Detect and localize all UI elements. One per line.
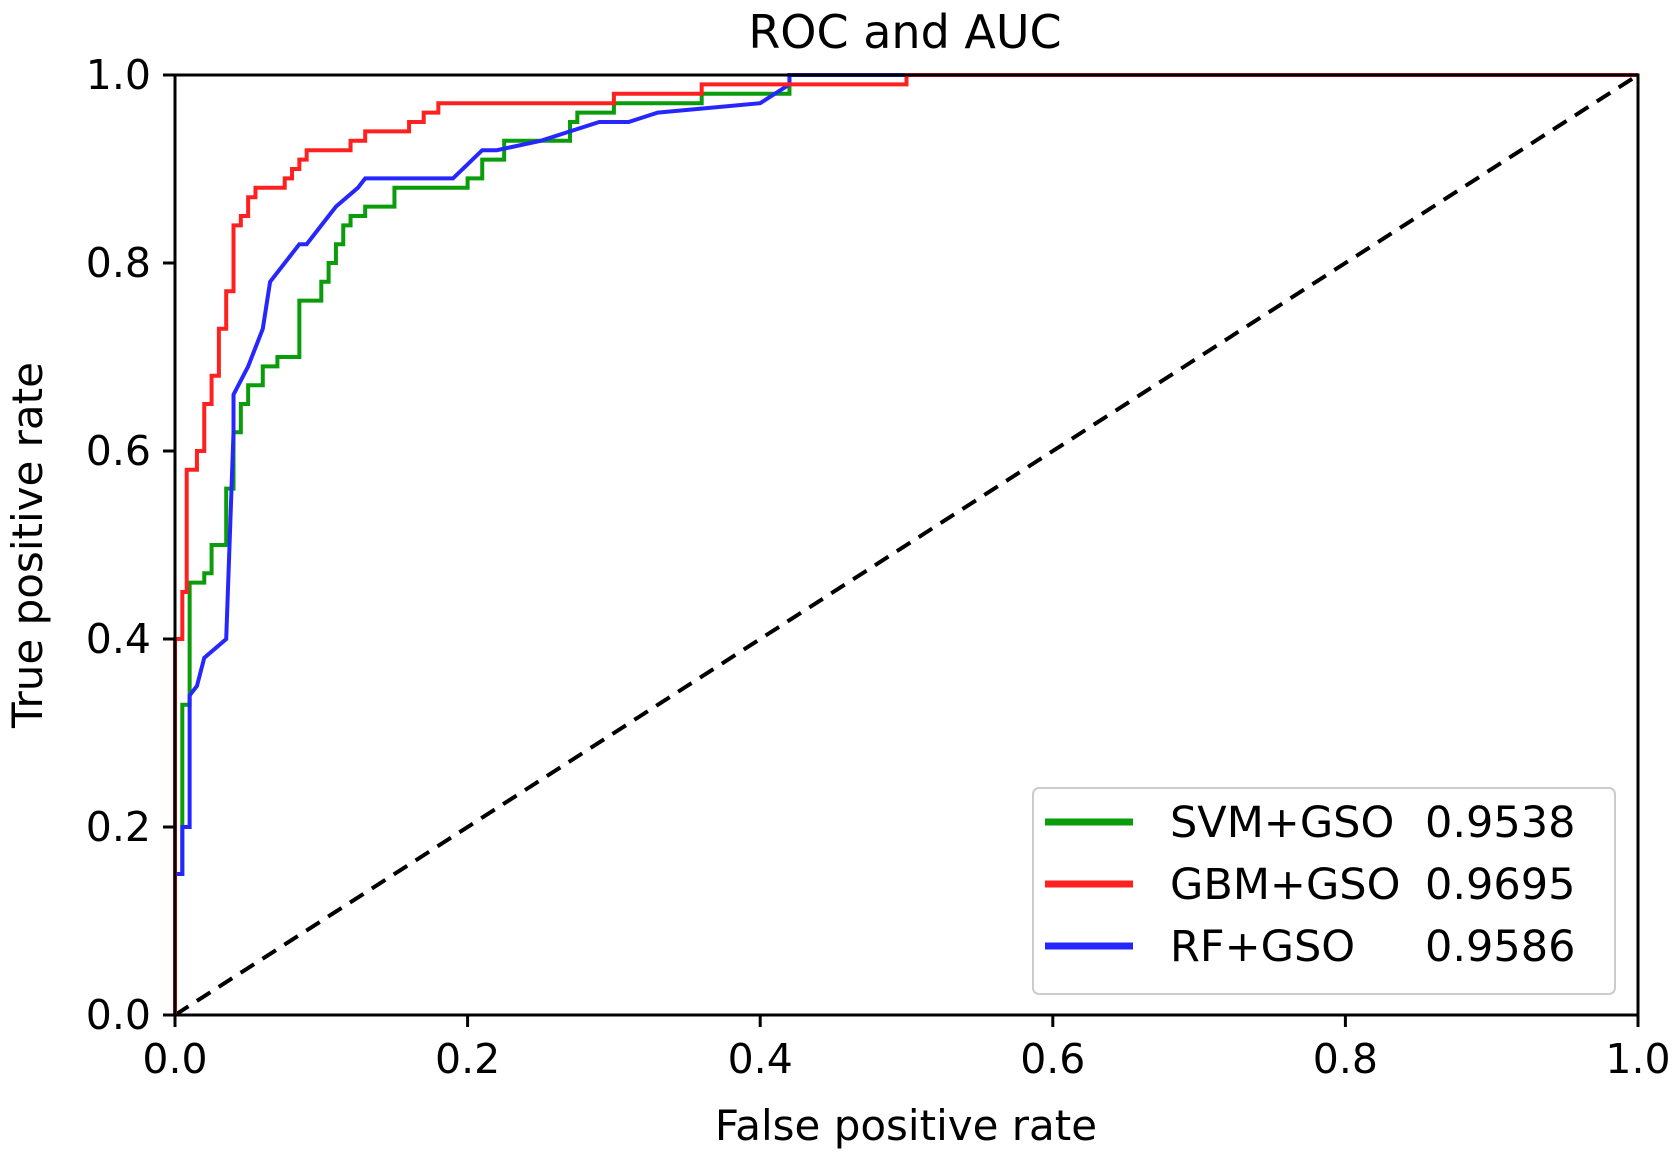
series-line-svm-gso	[173, 73, 1638, 1015]
legend-label-gbm-gso: GBM+GSO	[1170, 860, 1400, 910]
plot-frame	[173, 73, 1640, 1017]
x-tick-label: 0.6	[1020, 1035, 1085, 1083]
reference-diagonal-line	[173, 73, 1640, 1017]
x-tick-label: 1.0	[1605, 1035, 1670, 1083]
chart-title: ROC and AUC	[748, 5, 1061, 59]
legend-auc-gbm-gso: 0.9695	[1425, 860, 1575, 910]
y-tick-label: 1.0	[86, 51, 151, 99]
y-tick-label: 0.2	[86, 803, 151, 851]
legend-items: SVM+GSO 0.9538 GBM+GSO 0.9695 RF+GSO 0.9586	[1045, 798, 1575, 972]
x-tick-label: 0.4	[728, 1035, 793, 1083]
y-tick-label: 0.0	[86, 991, 151, 1039]
series-layer	[173, 73, 1640, 1017]
legend-label-svm-gso: SVM+GSO	[1170, 798, 1394, 848]
y-tick-label: 0.8	[86, 239, 151, 287]
plot-area	[173, 73, 1640, 1017]
series-line-rf-gso	[173, 73, 1638, 1015]
series-line-gbm-gso	[173, 73, 1638, 1015]
x-tick-label: 0.2	[435, 1035, 500, 1083]
legend-label-rf-gso: RF+GSO	[1170, 922, 1355, 972]
y-tick-label: 0.6	[86, 427, 151, 475]
y-tick-label: 0.4	[86, 615, 151, 663]
y-axis-label: True positive rate	[3, 362, 52, 729]
legend-auc-rf-gso: 0.9586	[1425, 922, 1575, 972]
legend-auc-svm-gso: 0.9538	[1425, 798, 1575, 848]
x-tick-label: 0.8	[1313, 1035, 1378, 1083]
y-axis-ticks: 0.0 0.2 0.4 0.6 0.8 1.0	[86, 51, 175, 1039]
x-axis-ticks: 0.0 0.2 0.4 0.6 0.8 1.0	[142, 1015, 1671, 1083]
legend: SVM+GSO 0.9538 GBM+GSO 0.9695 RF+GSO 0.9586	[1032, 787, 1616, 995]
x-tick-label: 0.0	[142, 1035, 207, 1083]
legend-box	[1032, 787, 1616, 995]
x-axis-label: False positive rate	[715, 1101, 1097, 1150]
